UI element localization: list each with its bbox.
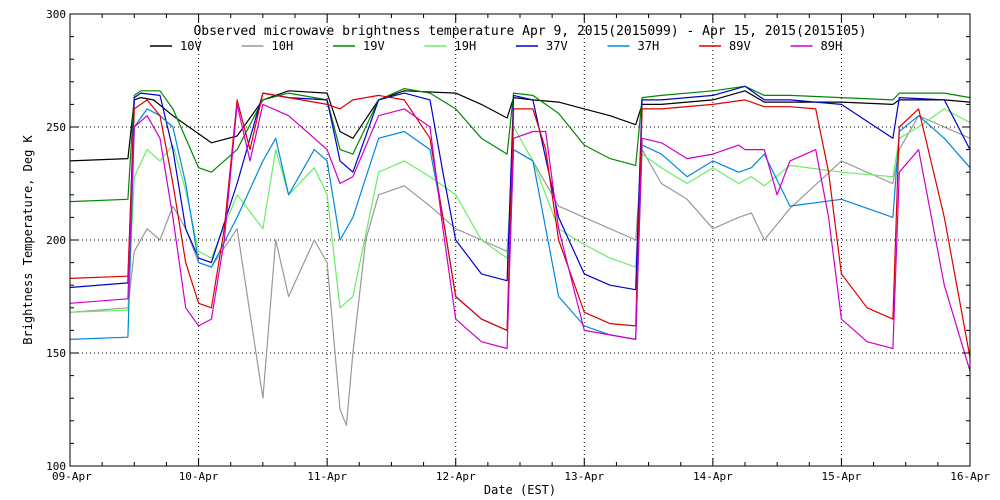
series-line-10v	[69, 90, 971, 162]
legend-label-19h: 19H	[455, 39, 477, 53]
x-tick-label: 16-Apr	[950, 470, 990, 483]
y-tick-label: 250	[46, 121, 66, 134]
x-tick-label: 09-Apr	[52, 470, 92, 483]
legend-label-10v: 10V	[180, 39, 202, 53]
x-tick-label: 12-Apr	[436, 470, 476, 483]
series-line-89v	[69, 92, 971, 358]
x-tick-label: 13-Apr	[564, 470, 604, 483]
x-axis-label: Date (EST)	[484, 483, 556, 497]
x-tick-label: 11-Apr	[307, 470, 347, 483]
legend-label-89h: 89H	[821, 39, 843, 53]
grid-lines	[70, 14, 970, 466]
x-tick-label: 15-Apr	[822, 470, 862, 483]
axis-ticks: 100 150 200 250 300 09-Apr 10-Apr 11-Apr 12-Apr 1…	[46, 8, 990, 483]
x-tick-label: 10-Apr	[179, 470, 219, 483]
y-tick-label: 200	[46, 234, 66, 247]
legend-label-37h: 37H	[638, 39, 660, 53]
y-tick-label: 100	[46, 460, 66, 473]
legend-label-37v: 37V	[546, 39, 568, 53]
y-tick-label: 150	[46, 347, 66, 360]
series-line-19h	[69, 108, 971, 313]
legend-label-19v: 19V	[363, 39, 385, 53]
chart-title: Observed microwave brightness temperatur…	[193, 24, 866, 39]
legend: 10V 10H 19V 19H 37V 37H 89V 89H	[150, 39, 842, 53]
y-tick-label: 300	[46, 8, 66, 21]
legend-label-89v: 89V	[729, 39, 751, 53]
data-series	[69, 85, 971, 426]
series-line-19v	[69, 85, 971, 203]
series-line-37v	[69, 85, 971, 291]
y-axis-label: Brightness Temperature, Deg K	[21, 134, 35, 344]
x-tick-label: 14-Apr	[693, 470, 733, 483]
series-line-89h	[69, 103, 971, 372]
legend-label-10h: 10H	[272, 39, 294, 53]
